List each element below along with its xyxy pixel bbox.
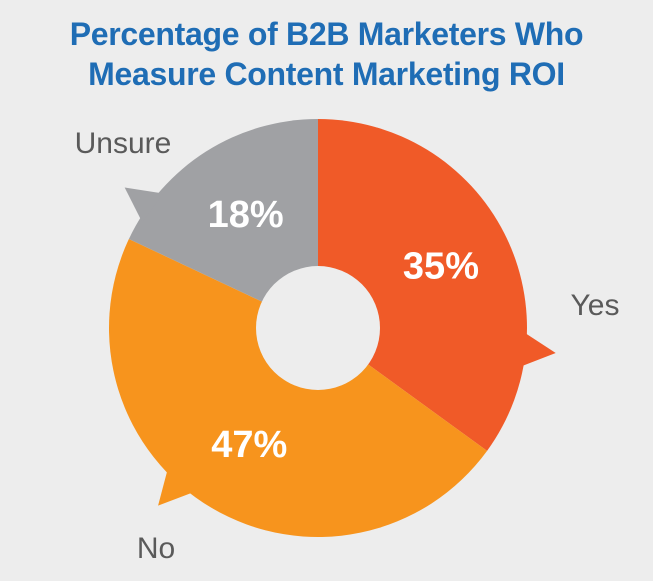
category-label-unsure: Unsure xyxy=(75,127,172,160)
pointer-no xyxy=(158,467,195,506)
chart-title: Percentage of B2B Marketers Who Measure … xyxy=(0,14,653,94)
category-label-yes: Yes xyxy=(571,289,620,322)
pointer-yes xyxy=(519,331,556,368)
pointers-layer xyxy=(124,187,556,506)
pointer-unsure xyxy=(124,187,164,223)
donut-hole xyxy=(256,266,380,390)
slices-layer xyxy=(109,119,527,537)
category-label-no: No xyxy=(137,532,175,565)
chart-title-line-1: Percentage of B2B Marketers Who xyxy=(69,16,584,52)
slice-unsure xyxy=(128,119,318,328)
value-label-yes: 35% xyxy=(403,245,479,287)
labels-layer: 35% Yes 47% No 18% Unsure xyxy=(75,127,620,565)
slice-no xyxy=(109,239,488,537)
value-label-unsure: 18% xyxy=(208,194,284,236)
slice-yes xyxy=(318,119,527,451)
value-label-no: 47% xyxy=(211,424,287,466)
chart-title-line-2: Measure Content Marketing ROI xyxy=(88,56,565,92)
